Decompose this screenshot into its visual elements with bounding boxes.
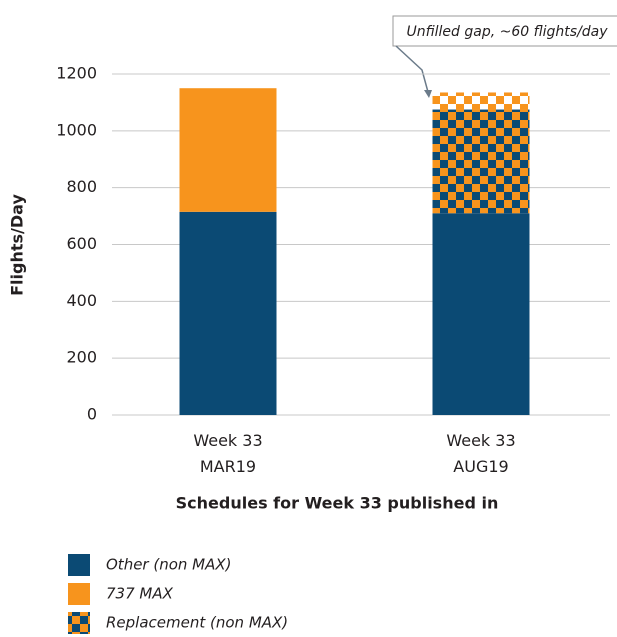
y-axis-title: Flights/Day <box>8 194 27 296</box>
x-tick-label: Week 33 AUG19 <box>446 431 515 476</box>
annotation-arrow <box>424 90 432 98</box>
bar-segment <box>179 88 277 212</box>
x-tick-label: Week 33 MAR19 <box>193 431 262 476</box>
legend-label: Replacement (non MAX) <box>106 614 288 632</box>
y-tick-label: 200 <box>66 348 97 367</box>
y-tick-label: 1000 <box>56 120 97 139</box>
y-tick-label: 600 <box>66 234 97 253</box>
bar-segment <box>432 92 530 110</box>
legend-swatch <box>68 554 90 576</box>
annotation-leader <box>395 45 429 93</box>
y-tick-label: 800 <box>66 177 97 196</box>
y-tick-label: 1200 <box>56 64 97 83</box>
annotation-box <box>392 15 617 47</box>
bar-segment <box>179 211 277 415</box>
legend-label: Other (non MAX) <box>106 556 232 574</box>
y-tick-label: 400 <box>66 291 97 310</box>
legend-label: 737 MAX <box>106 585 174 603</box>
annotation: Unfilled gap, ~60 flights/day <box>406 24 608 40</box>
legend-swatch <box>68 583 90 605</box>
bar-segment <box>432 109 530 214</box>
y-tick-label: 0 <box>87 405 97 424</box>
bar-segment <box>432 213 530 415</box>
legend-swatch <box>68 612 90 634</box>
x-axis-title: Schedules for Week 33 published in <box>176 494 499 513</box>
